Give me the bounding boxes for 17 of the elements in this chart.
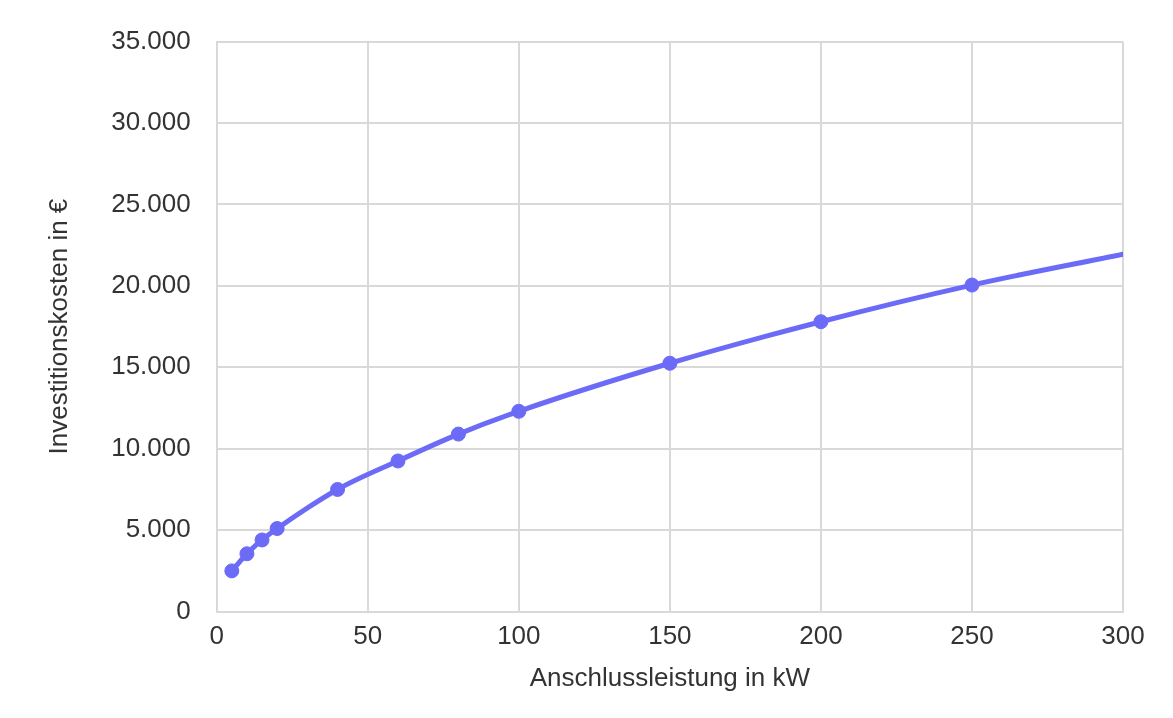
x-tick-label: 150 — [648, 620, 692, 651]
x-tick-label: 200 — [799, 620, 843, 651]
y-tick-label: 15.000 — [111, 350, 191, 381]
y-tick-label: 5.000 — [125, 513, 191, 544]
x-tick-label: 0 — [209, 620, 224, 651]
x-tick-label: 250 — [950, 620, 994, 651]
x-tick-label: 100 — [497, 620, 541, 651]
x-tick-label: 50 — [353, 620, 383, 651]
y-tick-label: 0 — [176, 594, 191, 625]
y-axis-title: Investitionskosten in € — [42, 198, 73, 455]
y-tick-label: 35.000 — [111, 24, 191, 55]
x-axis-title: Anschlussleistung in kW — [529, 661, 811, 692]
y-tick-label: 30.000 — [111, 106, 191, 137]
x-tick-label: 300 — [1101, 620, 1145, 651]
y-tick-label: 20.000 — [111, 269, 191, 300]
y-tick-label: 25.000 — [111, 187, 191, 218]
y-tick-label: 10.000 — [111, 431, 191, 462]
